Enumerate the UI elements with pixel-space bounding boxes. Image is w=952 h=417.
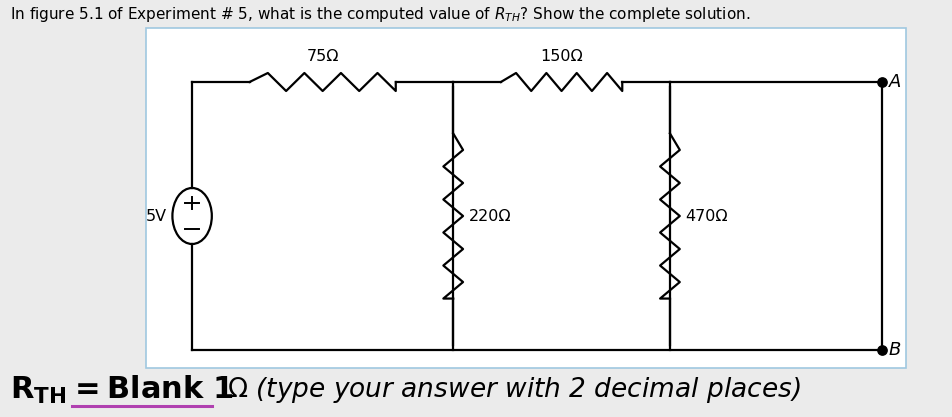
Text: B: B xyxy=(888,341,901,359)
Text: $\mathbf{= Blank\ 1}$: $\mathbf{= Blank\ 1}$ xyxy=(69,375,233,404)
Point xyxy=(874,79,889,85)
Text: A: A xyxy=(888,73,901,91)
Text: $\Omega$ (type your answer with 2 decimal places): $\Omega$ (type your answer with 2 decima… xyxy=(227,375,801,405)
FancyBboxPatch shape xyxy=(146,28,906,368)
Text: 150Ω: 150Ω xyxy=(540,49,583,64)
Text: In figure 5.1 of Experiment # 5, what is the computed value of $R_{TH}$? Show th: In figure 5.1 of Experiment # 5, what is… xyxy=(10,5,750,23)
Text: 5V: 5V xyxy=(146,208,167,224)
Point xyxy=(874,347,889,353)
Text: $\mathbf{R_{TH}}$: $\mathbf{R_{TH}}$ xyxy=(10,374,67,406)
Text: 470Ω: 470Ω xyxy=(685,208,728,224)
Text: 75Ω: 75Ω xyxy=(307,49,339,64)
Text: 220Ω: 220Ω xyxy=(469,208,511,224)
